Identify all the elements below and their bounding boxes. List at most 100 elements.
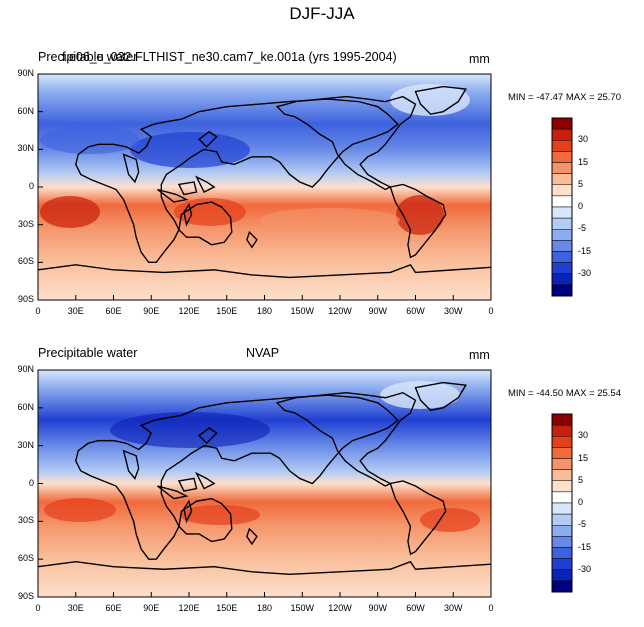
panel-1-colorbar-bin: [551, 217, 573, 230]
panel-2-lat-label: 60N: [17, 401, 34, 412]
panel-1-colorbar-bin: [551, 195, 573, 208]
panel-2-colorbar: [551, 413, 573, 593]
panel-1-lon-label: 120E: [178, 306, 200, 316]
panel-1-lat-label: 30S: [17, 218, 34, 229]
panel-2-colorbar-bin: [551, 447, 573, 459]
panel-1-colorbar-bin: [551, 151, 573, 163]
panel-2-colorbar-bin: [551, 536, 573, 548]
panel-2-colorbar-bin: [551, 491, 573, 504]
panel-1-colorbar-label: -15: [578, 245, 592, 256]
panel-1-units: mm: [469, 52, 490, 66]
panel-1-colorbar-label: 5: [578, 178, 584, 189]
panel-1-colorbar-bin: [551, 206, 573, 219]
panel-2-colorbar-label: 15: [578, 452, 589, 463]
panel-2-lon-label: 0: [35, 603, 41, 613]
panel-1-lon-label: 0: [35, 306, 41, 316]
panel-1-lon-label: 0: [488, 306, 494, 316]
panel-2-units: mm: [469, 348, 490, 362]
panel-2-lat-label: 30S: [17, 515, 34, 526]
panel-1-colorbar-bin: [551, 162, 573, 174]
panel-1-colorbar-label: -5: [578, 223, 587, 234]
panel-2-lat-label: 0: [28, 477, 34, 488]
panel-2-lon-label: 30W: [443, 603, 463, 613]
panel-2-colorbar-bin: [551, 469, 573, 481]
panel-1-lon-label: 120W: [328, 306, 352, 316]
panel-1-lon-label: 90E: [143, 306, 160, 316]
panel-1-colorbar-bin: [551, 273, 573, 286]
panel-2-colorbar-label: -5: [578, 519, 587, 530]
panel-2-lon-label: 120E: [178, 603, 200, 613]
panel-2-colorbar-bin: [551, 458, 573, 470]
panel-2-lon-label: 90E: [143, 603, 160, 613]
panel-2-lon-label: 180: [256, 603, 273, 613]
panel-2-colorbar-bin: [551, 513, 573, 526]
panel-1-colorbar-bin: [551, 173, 573, 185]
panel-1-lat-label: 90N: [17, 68, 34, 78]
panel-1-lat-label: 0: [28, 181, 34, 191]
panel-1-colorbar-bin: [551, 140, 573, 152]
panel-1-colorbar-label: 30: [578, 134, 589, 145]
panel-1-colorbar-bin: [551, 117, 573, 130]
panel-2-min-max: MIN = -44.50 MAX = 25.54: [508, 388, 622, 399]
panel-2-colorbar-bin: [551, 413, 573, 426]
panel-1-lat-label: 60S: [17, 256, 34, 267]
panel-2-colorbar-label: -30: [578, 563, 592, 574]
panel-1-map: [37, 73, 492, 301]
panel-1-lat-label: 90S: [17, 294, 34, 304]
panel-2-colorbar-bin: [551, 547, 573, 559]
panel-1-case-title: f.e06_u_032.FLTHIST_ne30.cam7_ke.001a (y…: [62, 50, 397, 64]
panel-2-lat-label: 30N: [17, 439, 34, 450]
panel-2-colorbar-bin: [551, 424, 573, 437]
panel-1-lon-label: 60E: [105, 306, 122, 316]
panel-1-colorbar-frame: [551, 117, 573, 297]
panel-2-colorbar-bin: [551, 436, 573, 448]
panel-2-lat-label: 90S: [17, 591, 34, 601]
panel-1-variable-title: Precipitable water: [38, 50, 138, 64]
panel-2-colorbar-frame: [551, 413, 573, 593]
panel-1-colorbar-bin: [551, 262, 573, 274]
panel-1-colorbar-label: 15: [578, 156, 589, 167]
panel-1-lon-label: 90W: [368, 306, 387, 316]
panel-1-colorbar-bin: [551, 284, 573, 297]
panel-2-lon-label: 60W: [406, 603, 425, 613]
panel-1-lon-label: 150W: [290, 306, 314, 316]
panel-1-colorbar-bin: [551, 251, 573, 263]
panel-2-colorbar-label: 5: [578, 474, 584, 485]
panel-1-min-max: MIN = -47.47 MAX = 25.70: [508, 92, 622, 103]
panel-2-colorbar-bin: [551, 569, 573, 582]
panel-2-colorbar-bin: [551, 525, 573, 537]
panel-2-colorbar-bin: [551, 558, 573, 570]
panel-2-lat-label: 90N: [17, 364, 34, 374]
panel-1-colorbar-bin: [551, 229, 573, 241]
panel-2-lon-label: 150W: [290, 603, 314, 613]
panel-1-lat-label: 60N: [17, 105, 34, 116]
panel-2-colorbar-bin: [551, 480, 573, 493]
panel-2-lon-label: 30E: [67, 603, 84, 613]
panel-2-variable-title: Precipitable water: [38, 346, 138, 360]
panel-1-colorbar: [551, 117, 573, 297]
panel-1-lon-label: 30E: [67, 306, 84, 316]
panel-1-lon-label: 60W: [406, 306, 425, 316]
panel-2-lon-label: 120W: [328, 603, 352, 613]
panel-2-colorbar-label: 30: [578, 430, 589, 441]
panel-1-lon-label: 180: [256, 306, 273, 316]
panel-2-lon-label: 150E: [216, 603, 238, 613]
panel-2-lon-label: 60E: [105, 603, 122, 613]
panel-1-lon-label: 30W: [443, 306, 463, 316]
panel-2-lon-label: 0: [488, 603, 494, 613]
panel-1-colorbar-bin: [551, 240, 573, 252]
panel-1-colorbar-bin: [551, 128, 573, 141]
figure-title: DJF-JJA: [289, 4, 355, 23]
panel-2-lon-label: 90W: [368, 603, 387, 613]
panel-1-colorbar-bin: [551, 184, 573, 197]
panel-1-lat-label: 30N: [17, 143, 34, 154]
panel-1-colorbar-label: 0: [578, 201, 584, 211]
panel-1-colorbar-label: -30: [578, 267, 592, 278]
panel-2-map: [37, 369, 492, 598]
panel-2-case-title: NVAP: [246, 346, 280, 360]
panel-2-colorbar-label: -15: [578, 541, 592, 552]
panel-1-lon-label: 150E: [216, 306, 238, 316]
panel-2-lat-label: 60S: [17, 553, 34, 564]
panel-2-colorbar-label: 0: [578, 497, 584, 507]
panel-2-colorbar-bin: [551, 502, 573, 515]
